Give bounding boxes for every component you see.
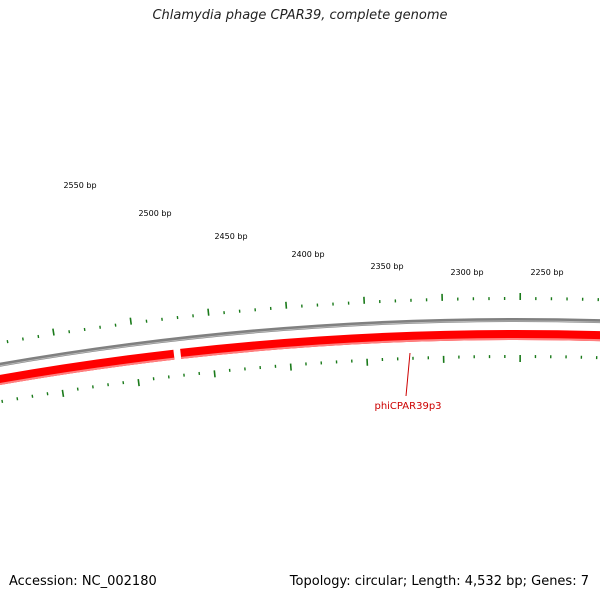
accession-text: Accession: NC_002180 [9,574,157,589]
outer-major-tick-10 [129,317,133,325]
gene-segment-left[interactable] [0,349,175,390]
gene-segment-left-highlight [0,357,175,386]
scale-labels: 2550 bp 2500 bp 2450 bp 2400 bp 2350 bp … [63,181,563,277]
genome-backbone-highlight [0,320,600,367]
inner-major-tick-20 [289,363,292,371]
map-title: Chlamydia phage CPAR39, complete genome [152,8,448,23]
scale-label-2300: 2300 bp [450,268,483,277]
outer-major-tick-20 [285,301,288,309]
outer-major-tick-5 [52,328,55,336]
gene-segment-phiCPAR39p3[interactable] [180,330,600,359]
inner-major-tick-10 [137,379,140,387]
scale-label-2550: 2550 bp [63,181,96,190]
genome-summary-text: Topology: circular; Length: 4,532 bp; Ge… [289,574,589,589]
gene-label-leader-line [405,352,411,397]
outer-tick-marks [6,292,599,344]
inner-minor-tick-1 [1,399,4,403]
outer-minor-tick-2 [6,339,9,344]
outer-major-tick-15 [207,308,210,316]
scale-label-2450: 2450 bp [214,232,247,241]
gene-label-phiCPAR39p3[interactable]: phiCPAR39p3 [374,401,441,412]
inner-major-tick-5 [61,389,65,397]
genome-backbone [0,318,600,367]
inner-major-tick-15 [213,370,216,378]
inner-minor-tick-2 [16,397,19,401]
scale-label-2250: 2250 bp [530,268,563,277]
scale-label-2500: 2500 bp [138,209,171,218]
scale-label-2400: 2400 bp [291,250,324,259]
gene-segment-right-highlight [181,338,600,359]
scale-label-2350: 2350 bp [370,262,403,271]
inner-tick-marks [1,354,598,403]
